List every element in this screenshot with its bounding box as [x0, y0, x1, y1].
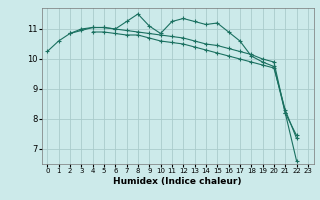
- X-axis label: Humidex (Indice chaleur): Humidex (Indice chaleur): [113, 177, 242, 186]
